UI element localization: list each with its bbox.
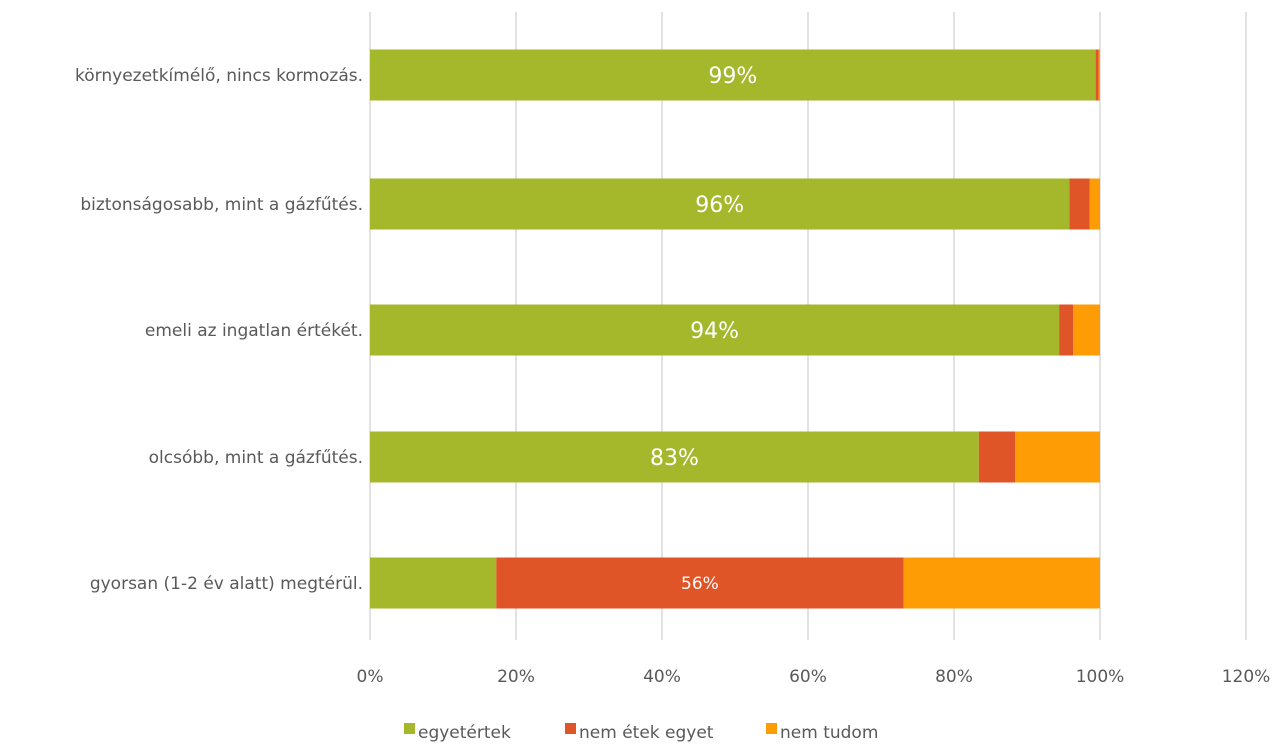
bars: 99% 96% 94% 83% 56% bbox=[370, 49, 1100, 609]
legend-swatch bbox=[565, 723, 576, 734]
bar-segment bbox=[370, 178, 1070, 230]
x-tick-label: 100% bbox=[1076, 667, 1125, 687]
legend: egyetértek nem étek egyet nem tudom bbox=[404, 723, 878, 743]
bar-segment bbox=[496, 557, 904, 609]
x-axis-tick-labels: 0% 20% 40% 60% 80% 100% 120% bbox=[357, 667, 1271, 687]
bar-segment bbox=[1098, 49, 1100, 101]
legend-label: egyetértek bbox=[418, 723, 511, 743]
x-tick-label: 80% bbox=[935, 667, 973, 687]
bar-segment bbox=[1072, 304, 1100, 356]
data-label: 83% bbox=[650, 446, 699, 471]
bar-segment bbox=[370, 304, 1060, 356]
category-label: biztonságosabb, mint a gázfűtés. bbox=[80, 195, 363, 215]
category-label: emeli az ingatlan értékét. bbox=[145, 321, 363, 341]
legend-label: nem étek egyet bbox=[579, 723, 714, 743]
legend-swatch bbox=[766, 723, 777, 734]
legend-label: nem tudom bbox=[780, 723, 878, 743]
bar-segment bbox=[370, 431, 979, 483]
category-label: gyorsan (1-2 év alatt) megtérül. bbox=[90, 574, 363, 594]
x-tick-label: 20% bbox=[497, 667, 535, 687]
bar-segment bbox=[1095, 49, 1099, 101]
legend-swatch bbox=[404, 723, 415, 734]
category-label: környezetkímélő, nincs kormozás. bbox=[75, 66, 363, 86]
bar-segment bbox=[903, 557, 1100, 609]
bar-segment bbox=[978, 431, 1016, 483]
x-tick-label: 120% bbox=[1222, 667, 1271, 687]
bar-segment bbox=[1015, 431, 1100, 483]
bar-segment bbox=[1089, 178, 1100, 230]
category-label: olcsóbb, mint a gázfűtés. bbox=[149, 448, 363, 468]
x-tick-label: 40% bbox=[643, 667, 681, 687]
x-tick-label: 60% bbox=[789, 667, 827, 687]
bar-segment bbox=[1059, 304, 1073, 356]
data-label: 56% bbox=[681, 574, 719, 594]
bar-segment bbox=[1069, 178, 1090, 230]
category-labels: környezetkímélő, nincs kormozás. biztonsá… bbox=[75, 66, 363, 594]
bar-segment bbox=[370, 557, 497, 609]
data-label: 96% bbox=[695, 193, 744, 218]
data-label: 94% bbox=[690, 319, 739, 344]
bar-segment bbox=[370, 49, 1096, 101]
data-label: 99% bbox=[708, 64, 757, 89]
x-tick-label: 0% bbox=[357, 667, 384, 687]
